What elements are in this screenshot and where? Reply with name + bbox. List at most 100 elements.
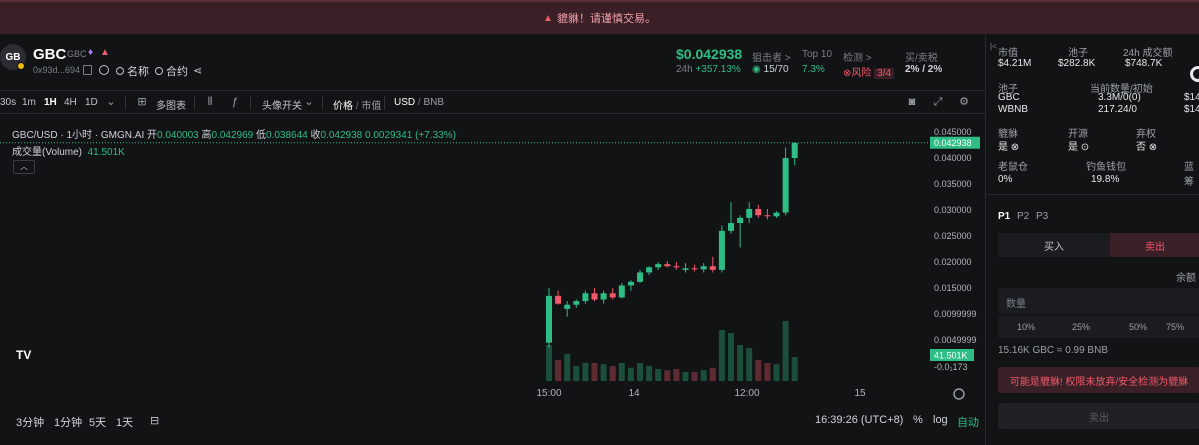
interval-30s[interactable]: 30s — [0, 97, 17, 108]
candle-body — [591, 293, 598, 300]
search-name-link[interactable]: 名称 — [116, 63, 149, 79]
y-tick-label: 0.015000 — [934, 283, 972, 293]
trade-panel: |< 市值 $4.21M 池子 $282.8K 24h 成交额 $748.7K … — [985, 34, 1199, 445]
pool-amount-0: 3.3M/0(0) — [1098, 92, 1141, 103]
multi-chart-button[interactable]: 多图表 — [156, 101, 186, 112]
pool-amount-1: 217.24/0 — [1098, 104, 1137, 115]
calendar-icon[interactable]: ⊟ — [150, 415, 160, 427]
stat-tax: 2% / 2% — [905, 64, 943, 75]
interval-1m[interactable]: 1m — [22, 97, 36, 108]
collapse-legend-button[interactable]: ︿ — [13, 160, 35, 174]
volume-bar — [637, 363, 643, 381]
auto-toggle[interactable]: 自动 — [957, 417, 979, 429]
pct-75[interactable]: 75% — [1166, 322, 1185, 332]
metric-vol: $748.7K — [1125, 58, 1163, 69]
candle-body — [555, 295, 562, 304]
candle-body — [782, 158, 789, 213]
chart-toolbar: 30s 1m 1H 4H 1D ⌄ ⊞ 多图表 ⫴ ƒ 头像开关 ⌄ 价格 / … — [0, 90, 985, 114]
price-toggle[interactable]: 价格 / 市值 — [333, 101, 382, 112]
insider-value: 0% — [998, 174, 1013, 185]
avatar-toggle[interactable]: 头像开关 — [262, 101, 302, 112]
flame-icon: ♦ — [88, 47, 94, 58]
interval-1d[interactable]: 1D — [85, 97, 98, 108]
candle-body — [618, 285, 625, 298]
stat-tax-label: 买/卖税 — [905, 53, 938, 64]
candle-body — [655, 264, 662, 268]
candle-body — [737, 217, 744, 224]
range-1d[interactable]: 1天 — [116, 417, 134, 429]
volume-bar — [755, 360, 762, 381]
token-symbol: GBC — [67, 49, 87, 59]
volume-bar — [600, 364, 607, 381]
volume-bar — [773, 364, 780, 381]
honeypot-warning: 可能是貔貅! 权限未放弃/安全检测为貔貅 — [998, 367, 1199, 393]
candle-body — [764, 215, 771, 217]
metric-vol-label: 24h 成交额 — [1123, 48, 1173, 59]
tradingview-logo-icon[interactable]: TV — [16, 348, 32, 362]
candle-body — [646, 267, 653, 273]
range-5d[interactable]: 5天 — [89, 417, 107, 429]
add-indicator-icon[interactable]: ⊞ — [137, 96, 147, 108]
token-name: GBC — [33, 46, 67, 63]
interval-1h[interactable]: 1H — [44, 97, 57, 108]
stat-snipers-label[interactable]: 狙击者 > — [752, 53, 791, 64]
volume-bar — [655, 369, 662, 381]
pool-usd-1: $14 — [1184, 104, 1199, 115]
y-tick-label: 0.040000 — [934, 153, 972, 163]
candle-body — [609, 293, 616, 298]
preset-p1[interactable]: P1 — [998, 211, 1011, 222]
y-tick-label: 0.0099999 — [934, 309, 977, 319]
security-opensource: 是 ⊙ — [1068, 142, 1090, 153]
candle-body — [637, 272, 643, 282]
balance-label: 余额 — [1176, 273, 1196, 284]
currency-toggle[interactable]: USD / BNB — [394, 97, 445, 108]
globe-icon[interactable] — [99, 65, 109, 75]
chevron-down-icon[interactable]: ⌄ — [304, 96, 314, 108]
interval-4h[interactable]: 4H — [64, 97, 77, 108]
clock[interactable]: 16:39:26 (UTC+8) — [815, 414, 904, 426]
pct-10[interactable]: 10% — [1017, 322, 1036, 332]
range-1min[interactable]: 1分钟 — [54, 417, 83, 429]
search-contract-link[interactable]: 合约 — [155, 63, 188, 79]
pct-25[interactable]: 25% — [1072, 322, 1091, 332]
sell-button[interactable]: 卖出 — [998, 403, 1199, 429]
collapse-panel-icon[interactable]: |< — [990, 42, 997, 51]
fullscreen-icon[interactable]: ⤢ — [933, 96, 943, 108]
candlestick-chart[interactable]: 0.045000 0.040000 0.035000 0.030000 0.025000… — [0, 116, 985, 406]
copy-icon[interactable] — [83, 65, 92, 75]
current-price-label: 0.042938 — [934, 138, 972, 148]
buy-tab[interactable]: 买入 — [998, 233, 1110, 257]
price-change: 24h +357.13% — [676, 64, 741, 75]
current-price-badge — [930, 136, 980, 149]
candle-body — [700, 266, 707, 270]
candle-type-icon[interactable]: ⫴ — [207, 96, 213, 108]
share-icon[interactable]: ⋖ — [193, 65, 203, 77]
preset-p2[interactable]: P2 — [1017, 211, 1030, 222]
price-chart[interactable]: 0.045000 0.040000 0.035000 0.030000 0.025000… — [0, 116, 985, 406]
chart-legend-volume: 成交量(Volume) 41.501K — [12, 147, 125, 158]
alert-triangle-icon: ▲ — [100, 47, 110, 58]
chevron-down-icon[interactable]: ⌄ — [106, 96, 116, 108]
candle-body — [627, 281, 634, 286]
x-tick-label: 14 — [628, 388, 640, 399]
preset-p3[interactable]: P3 — [1036, 211, 1049, 222]
warning-icon: ▲ — [543, 12, 553, 24]
pct-50[interactable]: 50% — [1129, 322, 1148, 332]
volume-bar — [691, 372, 698, 381]
stat-detect-label[interactable]: 检测 > — [843, 53, 872, 64]
settings-gear-icon[interactable]: ⚙ — [959, 96, 969, 108]
candle-body — [791, 142, 798, 159]
search-icon — [155, 67, 163, 75]
log-toggle[interactable]: log — [933, 414, 948, 426]
y-tick-label: 0.030000 — [934, 205, 972, 215]
camera-icon[interactable]: ◙ — [908, 96, 916, 108]
sell-tab[interactable]: 卖出 — [1110, 233, 1199, 257]
percent-toggle[interactable]: % — [913, 414, 923, 426]
range-3min[interactable]: 3分钟 — [16, 417, 45, 429]
formula-icon[interactable]: ƒ — [231, 96, 239, 108]
amount-input[interactable]: 数量 — [998, 288, 1199, 314]
security-honeypot-label: 貔貅 — [998, 129, 1018, 140]
chart-bottom-bar: 3分钟 1分钟 5天 1天 ⊟ 16:39:26 (UTC+8) % log 自… — [0, 406, 985, 434]
current-volume-label: 41.501K — [934, 351, 968, 361]
stat-top10: 7.3% — [802, 64, 825, 75]
